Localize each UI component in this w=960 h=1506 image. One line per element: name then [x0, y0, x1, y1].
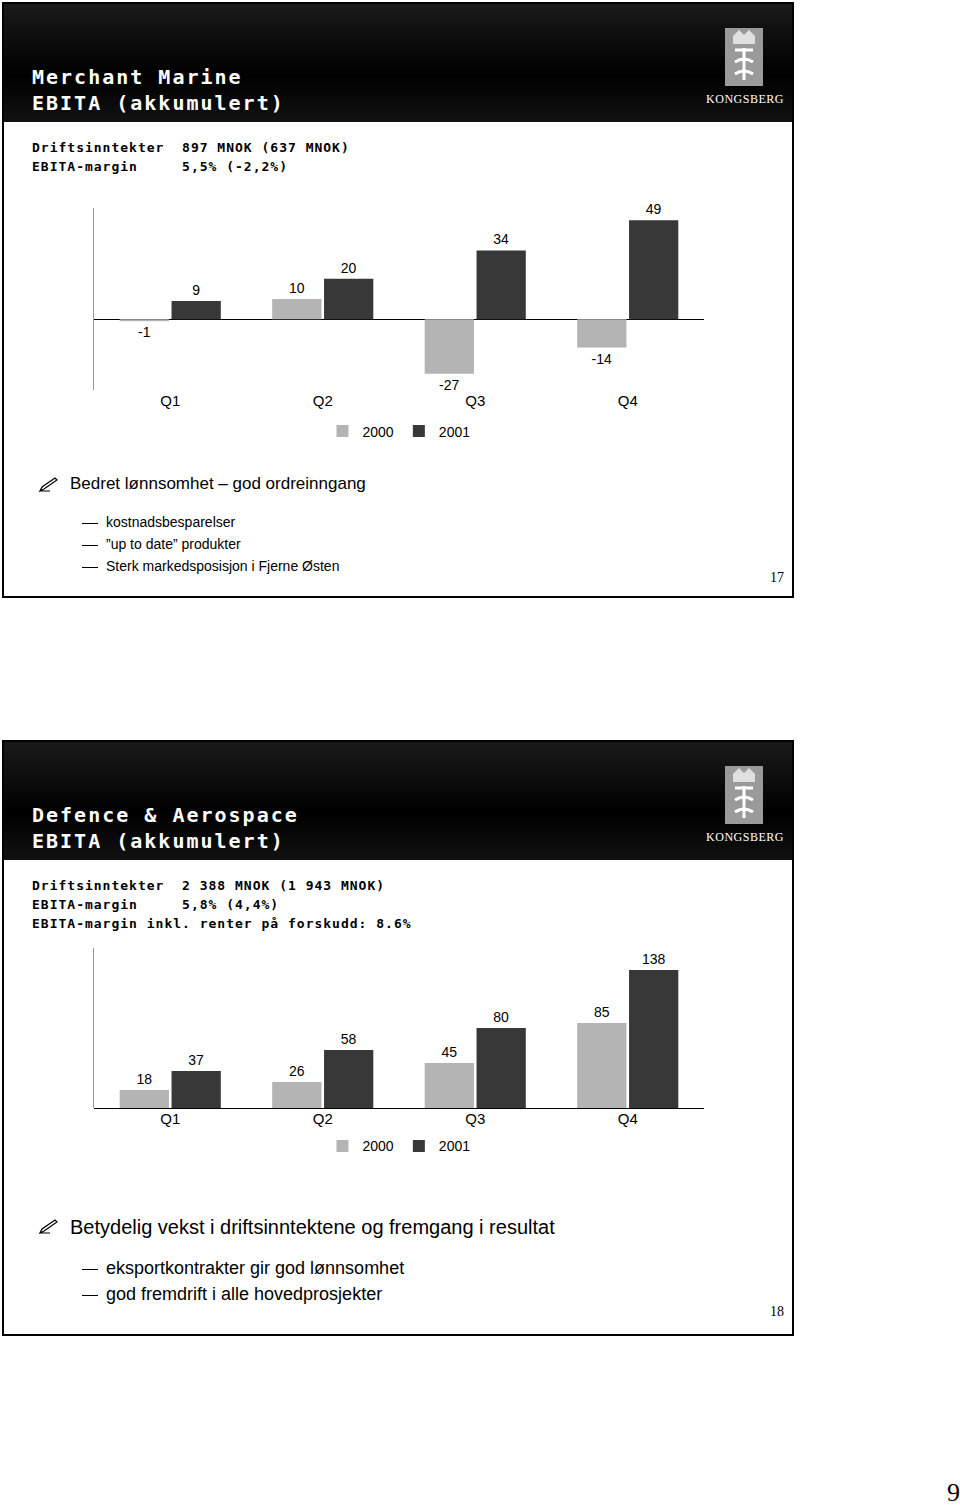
svg-text:45: 45 — [441, 1044, 457, 1060]
html-text:Bedret lønnsomhet – god ordrei: Bedret lønnsomhet – god ordreinngang — [70, 474, 366, 493]
html-text:eksportkontrakter gir god lønn: eksportkontrakter gir god lønnsomhet — [106, 1258, 405, 1278]
svg-text:2001: 2001 — [439, 1138, 470, 1154]
html-text:Defence & Aerospace: Defence & Aerospace — [32, 803, 299, 827]
svg-text:18: 18 — [136, 1071, 152, 1087]
svg-text:Q1: Q1 — [160, 1110, 180, 1127]
html-text:”up to date” produkter: ”up to date” produkter — [106, 536, 241, 552]
html-text:Driftsinntekter 2 388 MNOK (1: Driftsinntekter 2 388 MNOK (1 943 MNOK) … — [32, 878, 412, 931]
html-text:kostnadsbesparelser: kostnadsbesparelser — [106, 514, 236, 530]
svg-text:2000: 2000 — [363, 1138, 394, 1154]
html-text:Merchant Marine: Merchant Marine — [32, 65, 243, 89]
svg-text:Q4: Q4 — [618, 392, 638, 409]
svg-text:Q1: Q1 — [160, 392, 180, 409]
svg-text:Q2: Q2 — [313, 392, 333, 409]
html-text:Sterk markedsposisjon i Fjerne: Sterk markedsposisjon i Fjerne Østen — [106, 558, 340, 574]
svg-text:85: 85 — [594, 1004, 610, 1020]
html-text:18: 18 — [770, 1304, 784, 1319]
html-text:EBITA (akkumulert): EBITA (akkumulert) — [32, 91, 285, 115]
html-text:Betydelig vekst i driftsinntek: Betydelig vekst i driftsinntektene og fr… — [70, 1216, 555, 1238]
svg-text:80: 80 — [493, 1009, 509, 1025]
svg-text:2000: 2000 — [363, 424, 394, 440]
svg-text:-14: -14 — [592, 351, 612, 367]
svg-text:-1: -1 — [138, 324, 151, 340]
svg-text:Q2: Q2 — [313, 1110, 333, 1127]
svg-text:20: 20 — [341, 260, 357, 276]
html-text:Driftsinntekter 897 MNOK (637: Driftsinntekter 897 MNOK (637 MNOK) EBIT… — [32, 140, 350, 174]
svg-text:26: 26 — [289, 1063, 305, 1079]
svg-text:138: 138 — [642, 951, 666, 967]
svg-text:Q4: Q4 — [618, 1110, 638, 1127]
svg-text:9: 9 — [192, 282, 200, 298]
svg-text:Q3: Q3 — [465, 1110, 485, 1127]
html-text:god fremdrift i alle hovedpros: god fremdrift i alle hovedprosjekter — [106, 1284, 383, 1304]
html-text:9: 9 — [947, 1478, 960, 1506]
html-text:KONGSBERG: KONGSBERG — [706, 830, 784, 844]
svg-text:58: 58 — [341, 1031, 357, 1047]
html-text:KONGSBERG: KONGSBERG — [706, 92, 784, 106]
html-text:17: 17 — [770, 570, 784, 585]
svg-text:34: 34 — [493, 231, 509, 247]
svg-text:-27: -27 — [439, 377, 459, 393]
html-text:EBITA (akkumulert): EBITA (akkumulert) — [32, 829, 285, 853]
svg-text:49: 49 — [646, 201, 662, 217]
svg-text:10: 10 — [289, 280, 305, 296]
svg-text:37: 37 — [188, 1052, 204, 1068]
svg-text:Q3: Q3 — [465, 392, 485, 409]
svg-text:2001: 2001 — [439, 424, 470, 440]
